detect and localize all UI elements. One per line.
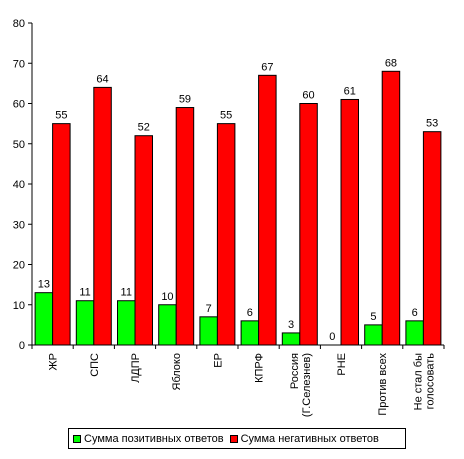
x-axis: ЖР СПС ЛДПР Яблоко ЕР КПРФ Россия (Г.Селезнев) Р… (31, 344, 445, 417)
data-label: 11 (79, 287, 90, 299)
x-tick-label: Против всех (377, 353, 389, 416)
data-label: 67 (261, 61, 273, 73)
x-tick-label: Россия (289, 353, 301, 389)
bar-negative (258, 74, 277, 346)
legend-swatch-positive (73, 434, 81, 443)
y-tick-label: 0 (19, 340, 25, 352)
legend-item-negative: Сумма негативных ответов (229, 432, 379, 445)
bar-positive (364, 324, 383, 346)
bar-negative (299, 103, 318, 346)
data-label: 5 (370, 311, 376, 323)
bar-negative (216, 123, 236, 346)
x-tick-label: голосовать (424, 353, 436, 410)
data-label: 55 (220, 110, 232, 122)
legend-label-positive: Сумма позитивных ответов (84, 432, 224, 445)
bar-negative (93, 86, 112, 346)
bar-negative (381, 70, 401, 346)
bar-positive (34, 292, 54, 346)
legend-label-negative: Сумма негативных ответов (240, 432, 379, 445)
bar-positive (199, 316, 218, 346)
y-tick-label: 20 (13, 260, 25, 272)
data-label: 53 (426, 118, 438, 130)
data-label: 7 (206, 303, 212, 315)
x-tick-label: ЖР (48, 353, 60, 371)
data-label: 11 (121, 287, 132, 299)
data-label: 60 (302, 90, 314, 102)
data-label: 6 (247, 307, 253, 319)
y-tick-label: 60 (13, 99, 25, 111)
bar-positive (158, 304, 177, 346)
y-axis: 0 10 20 30 40 50 60 70 80 (13, 18, 33, 352)
x-tick-label: ЕР (212, 353, 224, 368)
data-label: 68 (385, 57, 397, 69)
data-label: 55 (55, 110, 67, 122)
x-tick-label: ЛДПР (130, 353, 142, 383)
bar-positive (281, 332, 301, 346)
data-label: 6 (412, 307, 418, 319)
data-label: 13 (38, 279, 50, 291)
bar-negative (175, 107, 195, 346)
data-label: 64 (96, 73, 108, 85)
bar-negative (340, 98, 359, 346)
data-label: 59 (179, 94, 191, 106)
legend-swatch-negative (229, 434, 238, 443)
x-tick-label: Яблоко (171, 353, 183, 390)
bar-negative (422, 131, 442, 346)
x-tick-label: СПС (89, 353, 101, 377)
legend-item-positive: Сумма позитивных ответов (73, 433, 224, 445)
x-tick-label: РНЕ (336, 353, 348, 376)
y-tick-label: 80 (13, 18, 25, 30)
x-tick-label: (Г.Селезнев) (301, 353, 313, 417)
bar-positive (240, 320, 260, 346)
y-tick-label: 30 (13, 219, 25, 231)
data-label: 0 (329, 331, 335, 343)
data-label: 10 (161, 291, 173, 303)
bar-positive (75, 300, 95, 346)
bar-positive (117, 300, 136, 346)
bar-negative (52, 123, 71, 346)
data-labels: 13 55 11 64 11 52 10 59 7 55 6 67 3 60 0 61 5 68 6 53 (38, 57, 439, 343)
bar-positive (405, 320, 424, 346)
y-tick-label: 10 (13, 300, 25, 312)
x-tick-label: Не стал бы (412, 353, 424, 410)
bar-negative (134, 135, 153, 346)
legend: Сумма позитивных ответов Сумма негативны… (68, 428, 406, 449)
x-tick-label: КПРФ (254, 353, 266, 383)
data-label: 3 (288, 319, 294, 331)
data-label: 52 (138, 122, 150, 134)
bars (34, 70, 442, 346)
data-label: 61 (344, 85, 356, 97)
y-tick-label: 40 (13, 179, 25, 191)
y-tick-label: 70 (13, 58, 25, 70)
y-tick-label: 50 (13, 139, 25, 151)
